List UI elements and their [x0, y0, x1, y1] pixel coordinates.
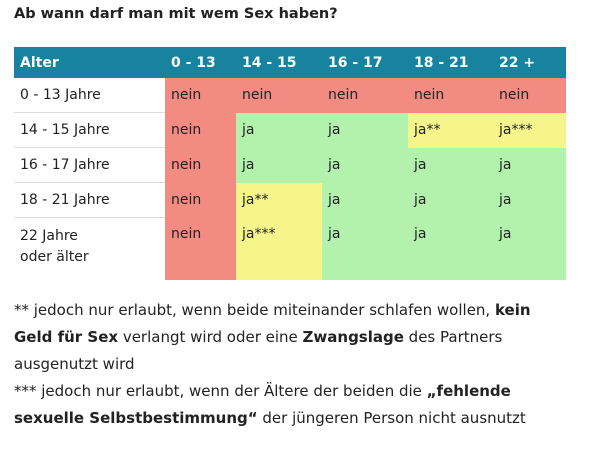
- text: ** jedoch nur erlaubt, wenn beide mitein…: [14, 301, 495, 319]
- row-label-text: 22 Jahre oder älter: [20, 228, 89, 265]
- text: der jüngeren Person nicht ausnutzt: [257, 409, 526, 427]
- text: *** jedoch nur erlaubt, wenn der Ältere …: [14, 382, 427, 400]
- footnotes: ** jedoch nur erlaubt, wenn beide mitein…: [14, 297, 564, 432]
- cell: ja***: [236, 217, 322, 280]
- row-label: 16 - 17 Jahre: [14, 147, 165, 183]
- cell: ja: [493, 217, 566, 280]
- bold-text: Zwangslage: [302, 328, 404, 346]
- cell: ja: [322, 217, 408, 280]
- header-cell: 18 - 21: [408, 47, 493, 78]
- cell: ja: [408, 182, 493, 218]
- header-row: Alter 0 - 13 14 - 15 16 - 17 18 - 21 22 …: [14, 47, 566, 78]
- row-label: 22 Jahre oder älter: [14, 218, 165, 281]
- cell: nein: [493, 78, 566, 113]
- row-label: 0 - 13 Jahre: [14, 78, 165, 113]
- cell: nein: [322, 78, 408, 113]
- header-cell: Alter: [14, 47, 165, 78]
- cell: nein: [165, 217, 236, 280]
- title: Ab wann darf man mit wem Sex haben?: [14, 6, 338, 22]
- cell: ja: [236, 112, 322, 148]
- cell: nein: [165, 182, 236, 218]
- cell: ja: [493, 182, 566, 218]
- footnote: ** jedoch nur erlaubt, wenn beide mitein…: [14, 297, 564, 378]
- row-label: 14 - 15 Jahre: [14, 112, 165, 148]
- cell: ja**: [236, 182, 322, 218]
- row: 22 Jahre oder älter nein ja*** ja ja ja: [14, 217, 566, 281]
- cell: ja**: [408, 112, 493, 148]
- age-table: Alter 0 - 13 14 - 15 16 - 17 18 - 21 22 …: [14, 47, 566, 280]
- cell: nein: [165, 147, 236, 183]
- row-label: 18 - 21 Jahre: [14, 182, 165, 218]
- text: des Partners ausgenutzt wird: [14, 328, 503, 373]
- footnote: *** jedoch nur erlaubt, wenn der Ältere …: [14, 378, 564, 432]
- cell: nein: [236, 78, 322, 113]
- row: 16 - 17 Jahre nein ja ja ja ja: [14, 147, 566, 183]
- header-cell: 0 - 13: [165, 47, 236, 78]
- cell: ja: [493, 147, 566, 183]
- cell: ja***: [493, 112, 566, 148]
- cell: ja: [408, 147, 493, 183]
- cell: nein: [165, 78, 236, 113]
- header-cell: 22 +: [493, 47, 566, 78]
- header-cell: 14 - 15: [236, 47, 322, 78]
- text: verlangt wird oder eine: [118, 328, 303, 346]
- header-cell: 16 - 17: [322, 47, 408, 78]
- cell: ja: [236, 147, 322, 183]
- cell: ja: [408, 217, 493, 280]
- cell: ja: [322, 147, 408, 183]
- row: 0 - 13 Jahre nein nein nein nein nein: [14, 78, 566, 113]
- cell: nein: [165, 112, 236, 148]
- bold-text: „fehlende sexuelle Selbstbestimmung“: [14, 382, 511, 427]
- row: 18 - 21 Jahre nein ja** ja ja ja: [14, 182, 566, 218]
- cell: ja: [322, 182, 408, 218]
- row: 14 - 15 Jahre nein ja ja ja** ja***: [14, 112, 566, 148]
- bold-text: kein Geld für Sex: [14, 301, 531, 346]
- cell: nein: [408, 78, 493, 113]
- cell: ja: [322, 112, 408, 148]
